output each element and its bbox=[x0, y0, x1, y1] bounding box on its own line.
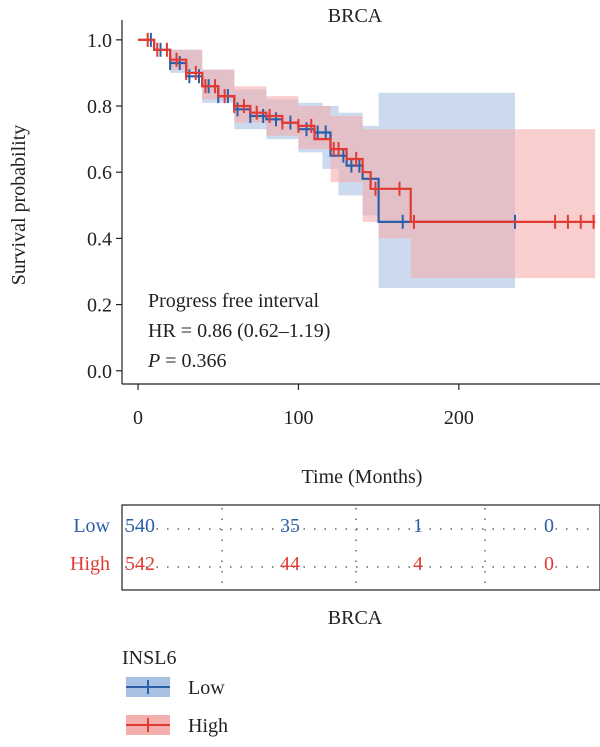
x-ticks: 0 100 200 bbox=[133, 384, 474, 429]
legend: INSL6 Low High bbox=[122, 647, 228, 737]
chart-title: BRCA bbox=[328, 5, 383, 27]
y-ticks: 0.0 0.2 0.4 0.6 0.8 1.0 bbox=[87, 30, 122, 383]
risk-table-grid bbox=[125, 508, 597, 587]
axes bbox=[121, 20, 600, 385]
x-tick-label-0: 0 bbox=[133, 407, 143, 429]
risk-low-t2: 1 bbox=[413, 515, 423, 537]
risk-table-box bbox=[121, 504, 600, 591]
y-tick-label-2: 0.4 bbox=[87, 228, 112, 250]
x-tick-label-1: 100 bbox=[283, 407, 313, 429]
x-tick-label-2: 200 bbox=[444, 407, 474, 429]
plot-area bbox=[138, 32, 596, 289]
risk-row-high-label: High bbox=[70, 553, 110, 575]
risk-high-t3: 0 bbox=[544, 553, 554, 575]
x-axis-label: Time (Months) bbox=[302, 466, 423, 488]
legend-title: INSL6 bbox=[122, 647, 176, 669]
annotation-pvalue: P = 0.366 bbox=[147, 350, 227, 372]
y-axis-label: Survival probability bbox=[8, 125, 30, 286]
legend-label-low: Low bbox=[188, 677, 225, 699]
p-value: = 0.366 bbox=[160, 350, 226, 372]
y-tick-label-1: 0.2 bbox=[87, 295, 112, 317]
stats-annotation: Progress free interval HR = 0.86 (0.62–1… bbox=[147, 290, 330, 372]
y-tick-label-0: 0.0 bbox=[87, 361, 112, 383]
legend-label-high: High bbox=[188, 715, 228, 737]
risk-table: Low High 540 35 1 0 542 44 4 0 BRCA bbox=[70, 504, 600, 629]
y-tick-label-3: 0.6 bbox=[87, 162, 112, 184]
risk-low-t3: 0 bbox=[544, 515, 554, 537]
annotation-line2: HR = 0.86 (0.62–1.19) bbox=[148, 320, 330, 342]
risk-low-t0: 540 bbox=[125, 515, 155, 537]
risk-high-t0: 542 bbox=[125, 553, 155, 575]
risk-high-t1: 44 bbox=[280, 553, 300, 575]
ci-band-high bbox=[138, 39, 596, 279]
legend-item-low: Low bbox=[126, 677, 225, 699]
y-tick-label-5: 1.0 bbox=[87, 30, 112, 52]
p-label: P bbox=[147, 350, 160, 372]
legend-item-high: High bbox=[126, 715, 228, 737]
risk-high-t2: 4 bbox=[413, 553, 423, 575]
y-tick-label-4: 0.8 bbox=[87, 96, 112, 118]
risk-low-t1: 35 bbox=[280, 515, 300, 537]
annotation-line1: Progress free interval bbox=[148, 290, 319, 312]
risk-table-title: BRCA bbox=[328, 607, 383, 629]
risk-row-low-label: Low bbox=[73, 515, 110, 537]
